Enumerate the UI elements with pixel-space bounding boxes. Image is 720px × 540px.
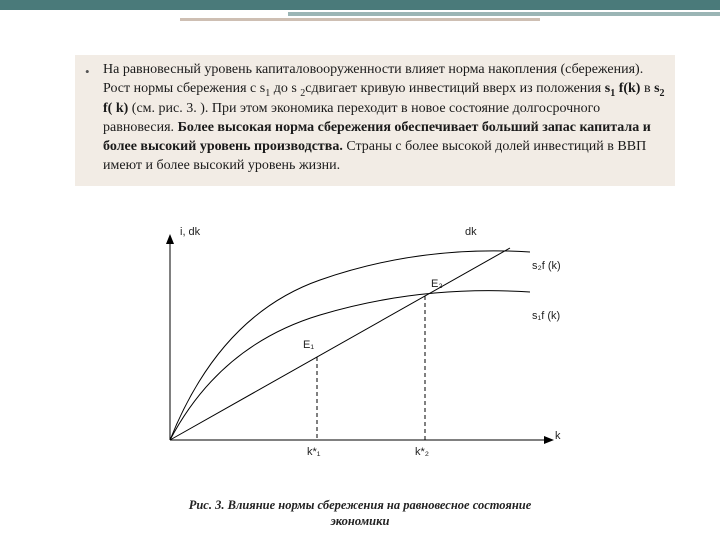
y-axis-arrow [166,234,174,244]
text-seg-2: до [270,81,291,96]
x-axis-arrow [544,436,554,444]
text-seg-3: сдвигает кривую инвестиций вверх из поло… [305,81,604,96]
x-axis-label: k [555,430,561,442]
solow-chart: i, dk k dk s₂f (k) s₁f (k) E₁ E₂ k*₁ k*₂ [150,230,570,480]
s2: s [291,81,300,96]
caption-line-1: Рис. 3. Влияние нормы сбережения на равн… [189,498,532,512]
caption-line-2: экономики [331,514,390,528]
curve-s1f [170,291,530,440]
y-axis-label: i, dk [180,226,200,238]
header-bar-1 [0,0,720,10]
label-e2: E₂ [431,278,443,290]
chart-svg [150,230,570,480]
curve-s2f [170,251,530,440]
label-dk: dk [465,226,477,238]
tick-k2: k*₂ [415,446,429,458]
s2f-sub: 2 [660,88,665,99]
header-decorative-bars [0,0,720,21]
tick-k1: k*₁ [307,446,321,458]
header-bar-3 [180,18,540,21]
figure-caption: Рис. 3. Влияние нормы сбережения на равн… [0,498,720,529]
text-seg-4: в [640,81,654,96]
curve-dk [170,248,510,440]
s2f-b: f( k) [103,101,128,116]
label-s2f: s₂f (k) [532,260,561,272]
label-e1: E₁ [303,339,314,351]
s1f-b: f(k) [615,81,640,96]
bullet-marker: • [85,61,103,176]
body-text-block: • На равновесный уровень капиталовооруже… [75,55,675,186]
paragraph: На равновесный уровень капиталовооруженн… [103,61,665,176]
header-bar-2 [288,12,720,16]
label-s1f: s₁f (k) [532,310,560,322]
